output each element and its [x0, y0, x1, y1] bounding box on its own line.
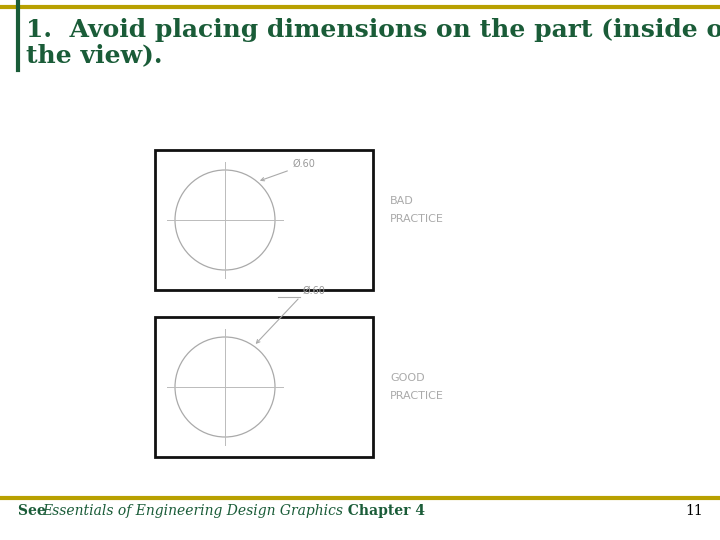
Text: GOOD
PRACTICE: GOOD PRACTICE	[390, 373, 444, 401]
Text: 1.  Avoid placing dimensions on the part (inside of: 1. Avoid placing dimensions on the part …	[26, 18, 720, 42]
Text: the view).: the view).	[26, 43, 163, 67]
Text: BAD
PRACTICE: BAD PRACTICE	[390, 196, 444, 224]
Text: Essentials of Engineering Design Graphics: Essentials of Engineering Design Graphic…	[42, 504, 343, 518]
Text: Ø.60: Ø.60	[293, 159, 316, 169]
Text: Ø.60: Ø.60	[303, 286, 326, 296]
Text: 11: 11	[685, 504, 703, 518]
Text: Chapter 4: Chapter 4	[338, 504, 425, 518]
Text: See: See	[18, 504, 50, 518]
Bar	[155, 317, 373, 457]
Bar	[155, 150, 373, 290]
